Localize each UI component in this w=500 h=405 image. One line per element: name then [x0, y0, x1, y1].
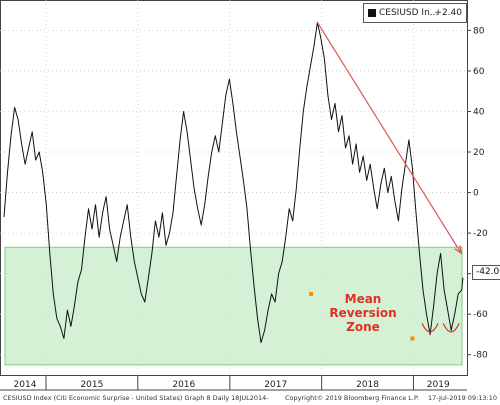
zone-label-line2: Reversion [329, 306, 397, 320]
footer-copyright: Copyright© 2019 Bloomberg Finance L.P. [285, 394, 419, 402]
series-line-cesiusd [3, 21, 464, 344]
y-tick-label: 0 [473, 189, 479, 199]
trend-arrow-line [316, 21, 462, 254]
footer: CESIUSD Index (Citi Economic Surprise - … [0, 392, 500, 405]
x-tick-label: 2014 [14, 380, 37, 390]
y-tick-label: -80 [473, 351, 488, 361]
y-tick-label: 20 [473, 148, 485, 158]
zone-label-line1: Mean [344, 292, 382, 306]
x-tick-label: 2019 [427, 380, 450, 390]
red-smile-mark [421, 323, 439, 333]
zone-label-line3: Zone [346, 320, 380, 334]
y-tick-label: 40 [473, 107, 485, 117]
y-tick-label: 80 [473, 26, 485, 36]
y-tick-label: -20 [473, 229, 488, 239]
footer-timestamp: 17-Jul-2019 09:13:10 [428, 394, 497, 402]
legend-label: CESIUSD In... [379, 8, 439, 18]
x-tick-label: 2016 [172, 380, 195, 390]
last-value-tag: -42.00 [472, 265, 500, 280]
plot-frame [0, 0, 468, 376]
mean-reversion-zone [4, 246, 463, 366]
footer-source: CESIUSD Index (Citi Economic Surprise - … [3, 394, 269, 402]
y-tick-label: 60 [473, 67, 485, 77]
mean-reversion-zone-label: Mean Reversion Zone [318, 292, 408, 334]
legend-swatch [368, 8, 376, 17]
orange-marker [309, 291, 314, 296]
red-smile-mark [442, 323, 460, 333]
legend-value: +2.40 [434, 8, 462, 18]
x-tick-label: 2018 [356, 380, 379, 390]
x-tick-label: 2017 [264, 380, 287, 390]
x-tick-label: 2015 [80, 380, 103, 390]
trend-arrow-head [454, 245, 463, 255]
y-tick-label: -60 [473, 310, 488, 320]
orange-marker [410, 336, 415, 341]
legend[interactable]: CESIUSD In... +2.40 [363, 3, 467, 23]
